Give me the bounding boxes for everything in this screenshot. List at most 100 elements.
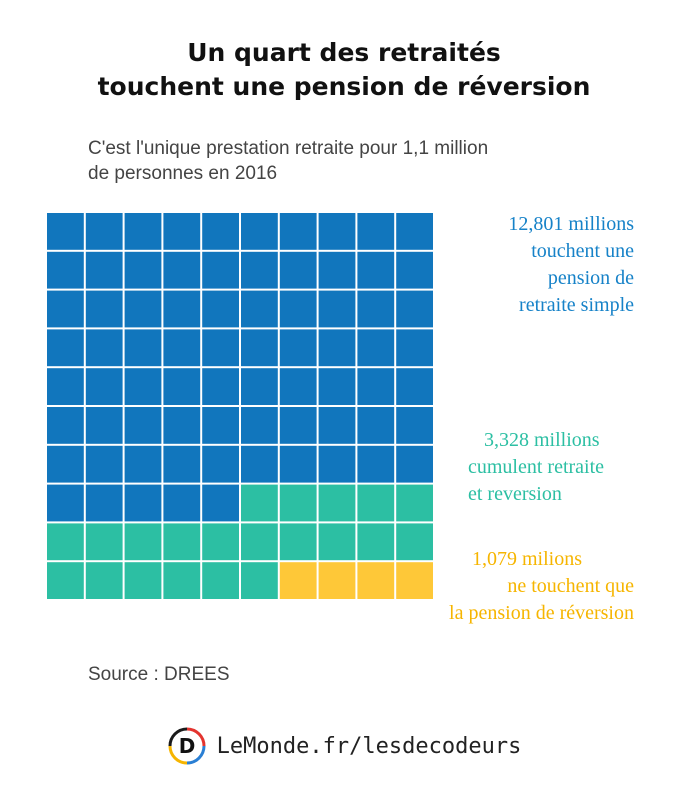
footer: D LeMonde.fr/lesdecodeurs bbox=[0, 724, 688, 768]
waffle-square-series-0 bbox=[241, 329, 278, 367]
label-green-line-2: cumulent retraite bbox=[468, 456, 605, 478]
waffle-square-series-0 bbox=[163, 290, 201, 328]
waffle-square-series-0 bbox=[241, 251, 278, 289]
waffle-square-series-0 bbox=[124, 290, 162, 328]
waffle-square-series-1 bbox=[202, 523, 239, 561]
subtitle-line-1: C'est l'unique prestation retraite pour … bbox=[88, 138, 489, 159]
waffle-square-series-1 bbox=[85, 562, 123, 599]
waffle-square-series-0 bbox=[85, 368, 123, 405]
waffle-square-series-0 bbox=[279, 329, 317, 367]
waffle-square-series-0 bbox=[124, 251, 162, 289]
waffle-square-series-0 bbox=[163, 251, 201, 289]
waffle-square-series-1 bbox=[318, 484, 356, 522]
waffle-square-series-1 bbox=[241, 562, 278, 599]
waffle-square-series-0 bbox=[396, 290, 433, 328]
label-blue-line-3: pension de bbox=[547, 267, 634, 289]
waffle-square-series-1 bbox=[357, 484, 395, 522]
waffle-square-series-2 bbox=[357, 562, 395, 599]
label-yellow-line-1: 1,079 milions bbox=[471, 548, 582, 570]
waffle-square-series-0 bbox=[279, 290, 317, 328]
title-line-2: touchent une pension de réversion bbox=[97, 72, 591, 101]
waffle-square-series-1 bbox=[202, 562, 239, 599]
waffle-square-series-0 bbox=[124, 213, 162, 250]
waffle-square-series-0 bbox=[47, 407, 84, 444]
waffle-square-series-0 bbox=[47, 368, 84, 405]
waffle-square-series-0 bbox=[85, 251, 123, 289]
waffle-square-series-0 bbox=[163, 407, 201, 444]
waffle-square-series-0 bbox=[124, 445, 162, 483]
waffle-square-series-0 bbox=[85, 484, 123, 522]
waffle-square-series-0 bbox=[279, 368, 317, 405]
waffle-square-series-0 bbox=[241, 368, 278, 405]
waffle-square-series-0 bbox=[124, 368, 162, 405]
label-green-line-3: et reversion bbox=[468, 483, 562, 505]
waffle-square-series-0 bbox=[47, 251, 84, 289]
chart-subtitle: C'est l'unique prestation retraite pour … bbox=[88, 136, 628, 186]
waffle-square-series-0 bbox=[85, 329, 123, 367]
waffle-square-series-0 bbox=[163, 213, 201, 250]
waffle-square-series-0 bbox=[396, 251, 433, 289]
waffle-square-series-0 bbox=[279, 251, 317, 289]
waffle-square-series-0 bbox=[241, 407, 278, 444]
chart-title: Un quart des retraités touchent une pens… bbox=[0, 36, 688, 104]
waffle-square-series-0 bbox=[357, 329, 395, 367]
waffle-square-series-0 bbox=[202, 329, 239, 367]
waffle-square-series-1 bbox=[396, 523, 433, 561]
waffle-square-series-0 bbox=[47, 329, 84, 367]
waffle-square-series-0 bbox=[124, 484, 162, 522]
waffle-square-series-2 bbox=[279, 562, 317, 599]
label-blue-line-4: retraite simple bbox=[519, 294, 634, 316]
waffle-square-series-0 bbox=[241, 290, 278, 328]
waffle-square-series-0 bbox=[396, 407, 433, 444]
waffle-square-series-1 bbox=[241, 484, 278, 522]
waffle-square-series-0 bbox=[85, 445, 123, 483]
label-retraite-simple: 12,801 millions touchent une pension de … bbox=[508, 211, 634, 319]
waffle-square-series-0 bbox=[202, 484, 239, 522]
waffle-square-series-0 bbox=[124, 407, 162, 444]
waffle-square-series-0 bbox=[47, 484, 84, 522]
waffle-square-series-1 bbox=[85, 523, 123, 561]
waffle-chart bbox=[47, 213, 433, 599]
label-reversion: 1,079 milions ne touchent que la pension… bbox=[449, 546, 634, 627]
waffle-square-series-1 bbox=[163, 562, 201, 599]
les-decodeurs-logo-icon: D bbox=[168, 727, 206, 765]
waffle-square-series-1 bbox=[318, 523, 356, 561]
title-line-1: Un quart des retraités bbox=[187, 38, 501, 67]
waffle-square-series-0 bbox=[279, 407, 317, 444]
waffle-square-series-0 bbox=[241, 213, 278, 250]
source-note: Source : DREES bbox=[88, 664, 230, 685]
waffle-square-series-0 bbox=[357, 407, 395, 444]
waffle-square-series-1 bbox=[47, 562, 84, 599]
waffle-square-series-0 bbox=[318, 368, 356, 405]
waffle-square-series-0 bbox=[163, 329, 201, 367]
waffle-square-series-0 bbox=[279, 213, 317, 250]
waffle-square-series-0 bbox=[163, 368, 201, 405]
waffle-square-series-0 bbox=[396, 368, 433, 405]
waffle-square-series-1 bbox=[357, 523, 395, 561]
waffle-square-series-0 bbox=[396, 213, 433, 250]
waffle-square-series-0 bbox=[396, 445, 433, 483]
waffle-square-series-0 bbox=[124, 329, 162, 367]
waffle-square-series-0 bbox=[318, 407, 356, 444]
subtitle-line-2: de personnes en 2016 bbox=[88, 163, 278, 184]
waffle-square-series-0 bbox=[318, 251, 356, 289]
waffle-square-series-0 bbox=[202, 445, 239, 483]
waffle-square-series-1 bbox=[279, 523, 317, 561]
logo-letter: D bbox=[178, 734, 195, 758]
waffle-square-series-0 bbox=[357, 445, 395, 483]
waffle-square-series-0 bbox=[202, 368, 239, 405]
footer-brand: LeMonde.fr/lesdecodeurs bbox=[216, 733, 522, 759]
waffle-square-series-0 bbox=[357, 251, 395, 289]
waffle-square-series-0 bbox=[202, 251, 239, 289]
waffle-square-series-1 bbox=[396, 484, 433, 522]
waffle-square-series-0 bbox=[357, 213, 395, 250]
label-yellow-line-3: la pension de réversion bbox=[449, 602, 634, 624]
label-blue-line-1: 12,801 millions bbox=[508, 213, 634, 235]
waffle-square-series-0 bbox=[318, 213, 356, 250]
waffle-square-series-0 bbox=[202, 290, 239, 328]
waffle-square-series-0 bbox=[85, 290, 123, 328]
waffle-square-series-0 bbox=[202, 407, 239, 444]
waffle-square-series-0 bbox=[357, 368, 395, 405]
waffle-square-series-1 bbox=[124, 523, 162, 561]
label-yellow-line-2: ne touchent que bbox=[507, 575, 634, 597]
